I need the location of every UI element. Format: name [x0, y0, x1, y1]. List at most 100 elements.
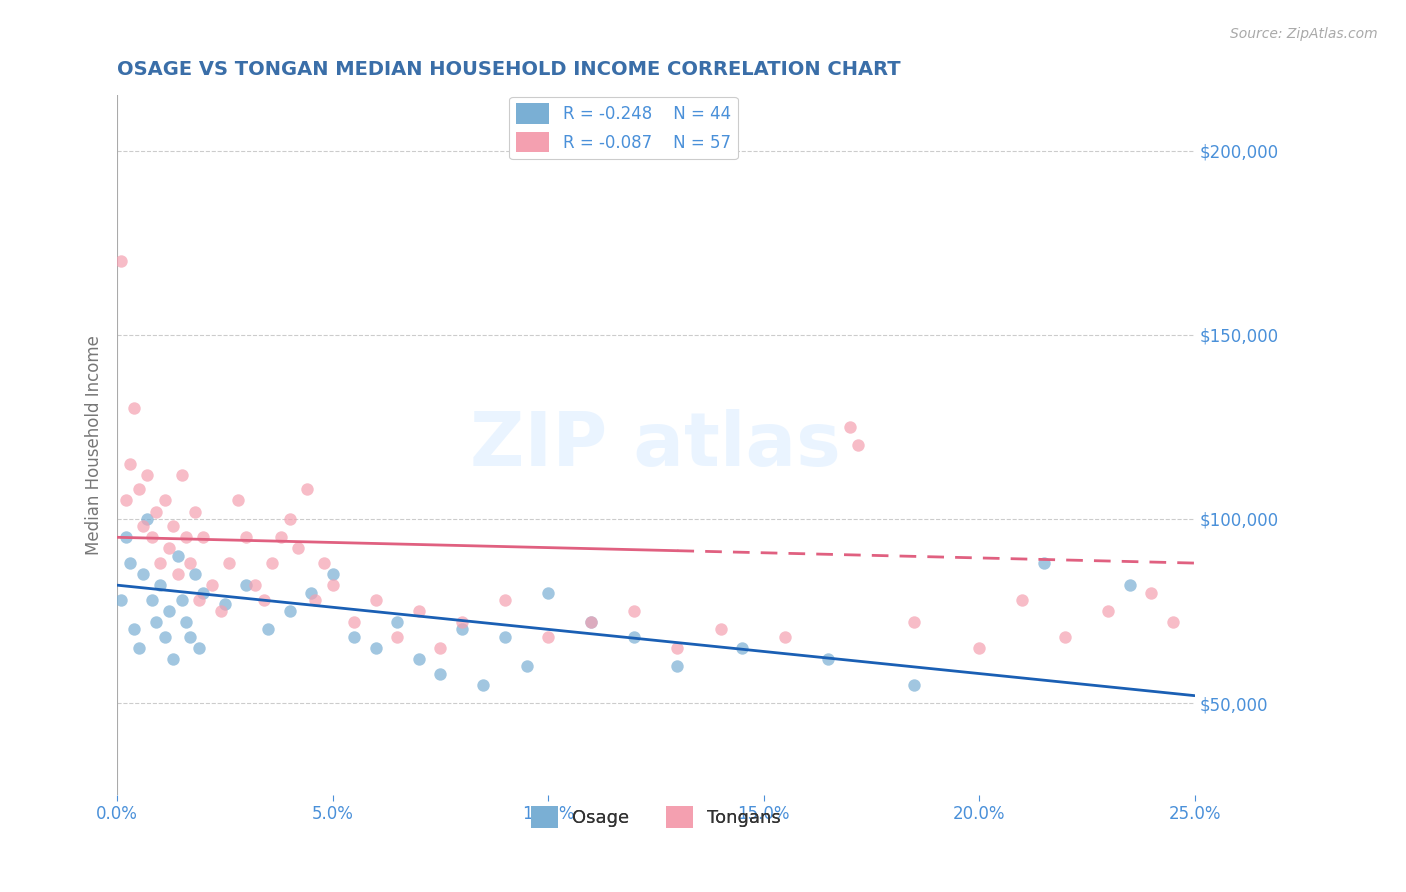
- Point: [364, 640, 387, 655]
- Point: [226, 493, 249, 508]
- Point: [903, 677, 925, 691]
- Point: [429, 640, 451, 655]
- Point: [188, 640, 211, 655]
- Point: [124, 623, 146, 637]
- Point: [179, 630, 201, 644]
- Point: [1140, 585, 1163, 599]
- Legend: Osage, Tongans: Osage, Tongans: [523, 798, 789, 835]
- Point: [188, 593, 211, 607]
- Point: [299, 585, 322, 599]
- Point: [141, 593, 163, 607]
- Point: [387, 630, 409, 644]
- Point: [120, 457, 142, 471]
- Point: [209, 604, 232, 618]
- Point: [170, 593, 193, 607]
- Point: [709, 623, 731, 637]
- Point: [1011, 593, 1033, 607]
- Point: [201, 578, 224, 592]
- Point: [174, 615, 197, 629]
- Point: [136, 512, 159, 526]
- Point: [322, 578, 344, 592]
- Point: [153, 630, 176, 644]
- Point: [817, 652, 839, 666]
- Point: [132, 519, 155, 533]
- Point: [579, 615, 602, 629]
- Point: [124, 401, 146, 416]
- Point: [243, 578, 266, 592]
- Point: [429, 666, 451, 681]
- Point: [257, 623, 280, 637]
- Point: [848, 438, 870, 452]
- Point: [451, 615, 474, 629]
- Point: [162, 519, 184, 533]
- Point: [472, 677, 495, 691]
- Point: [838, 420, 860, 434]
- Point: [666, 659, 689, 673]
- Point: [312, 556, 335, 570]
- Point: [1119, 578, 1142, 592]
- Point: [193, 530, 215, 544]
- Point: [304, 593, 326, 607]
- Point: [731, 640, 754, 655]
- Point: [537, 630, 560, 644]
- Point: [623, 604, 645, 618]
- Point: [114, 530, 136, 544]
- Point: [136, 467, 159, 482]
- Text: ZIP atlas: ZIP atlas: [471, 409, 841, 482]
- Point: [278, 512, 301, 526]
- Point: [364, 593, 387, 607]
- Point: [494, 593, 516, 607]
- Point: [179, 556, 201, 570]
- Point: [451, 623, 474, 637]
- Point: [1097, 604, 1119, 618]
- Point: [145, 504, 167, 518]
- Point: [214, 597, 236, 611]
- Point: [322, 567, 344, 582]
- Point: [903, 615, 925, 629]
- Point: [145, 615, 167, 629]
- Point: [387, 615, 409, 629]
- Point: [184, 567, 207, 582]
- Point: [162, 652, 184, 666]
- Point: [1032, 556, 1054, 570]
- Point: [153, 493, 176, 508]
- Point: [623, 630, 645, 644]
- Point: [114, 493, 136, 508]
- Point: [262, 556, 284, 570]
- Point: [174, 530, 197, 544]
- Y-axis label: Median Household Income: Median Household Income: [86, 335, 103, 555]
- Point: [110, 254, 132, 268]
- Point: [170, 467, 193, 482]
- Point: [120, 556, 142, 570]
- Text: OSAGE VS TONGAN MEDIAN HOUSEHOLD INCOME CORRELATION CHART: OSAGE VS TONGAN MEDIAN HOUSEHOLD INCOME …: [117, 60, 901, 78]
- Point: [270, 530, 292, 544]
- Point: [157, 604, 180, 618]
- Point: [132, 567, 155, 582]
- Point: [408, 604, 430, 618]
- Point: [141, 530, 163, 544]
- Point: [773, 630, 796, 644]
- Point: [295, 483, 318, 497]
- Point: [149, 578, 172, 592]
- Point: [128, 483, 150, 497]
- Point: [343, 630, 366, 644]
- Point: [166, 549, 188, 563]
- Point: [494, 630, 516, 644]
- Point: [408, 652, 430, 666]
- Point: [1161, 615, 1184, 629]
- Point: [149, 556, 172, 570]
- Point: [166, 567, 188, 582]
- Point: [287, 541, 309, 556]
- Point: [157, 541, 180, 556]
- Point: [537, 585, 560, 599]
- Point: [235, 578, 257, 592]
- Text: Source: ZipAtlas.com: Source: ZipAtlas.com: [1230, 27, 1378, 41]
- Point: [193, 585, 215, 599]
- Point: [666, 640, 689, 655]
- Point: [1054, 630, 1077, 644]
- Point: [516, 659, 538, 673]
- Point: [128, 640, 150, 655]
- Point: [235, 530, 257, 544]
- Point: [579, 615, 602, 629]
- Point: [110, 593, 132, 607]
